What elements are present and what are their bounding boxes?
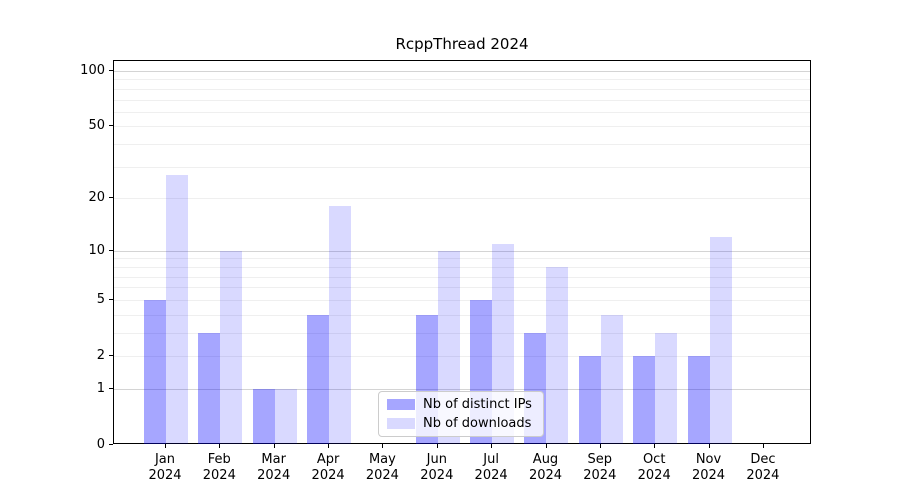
y-axis-tick — [109, 125, 113, 127]
bar-downloads — [220, 250, 243, 444]
bar-distinct-ips — [252, 388, 275, 444]
x-tick-label: Sep 2024 — [583, 452, 617, 483]
gridline-minor — [114, 299, 810, 301]
legend-swatch-downloads — [387, 418, 415, 429]
y-tick-label: 5 — [96, 291, 105, 307]
bar-downloads — [655, 332, 678, 444]
bar-distinct-ips — [307, 314, 330, 444]
gridline-minor — [114, 276, 810, 278]
bar-distinct-ips — [687, 356, 710, 444]
gridline-minor — [114, 79, 810, 81]
y-axis-tick — [109, 249, 113, 251]
y-tick-label: 0 — [96, 437, 105, 452]
gridline-minor — [114, 99, 810, 101]
x-axis-tick — [545, 444, 547, 448]
bar-downloads — [329, 206, 352, 444]
y-tick-label: 50 — [88, 118, 105, 134]
bar-downloads — [166, 175, 188, 444]
legend-label-distinct-ips: Nb of distinct IPs — [423, 397, 532, 412]
y-tick-label: 100 — [80, 63, 105, 78]
x-tick-label: Dec 2024 — [746, 452, 780, 483]
bar-distinct-ips — [198, 332, 221, 444]
x-axis-tick — [491, 444, 493, 448]
y-axis-tick — [109, 444, 113, 445]
gridline-minor — [114, 88, 810, 90]
x-tick-label: Apr 2024 — [311, 452, 345, 483]
gridline-minor — [114, 166, 810, 168]
x-axis-tick — [436, 444, 438, 448]
x-tick-label: Aug 2024 — [528, 452, 563, 483]
x-axis-tick — [273, 444, 275, 448]
legend-label-downloads: Nb of downloads — [423, 416, 532, 431]
gridline-minor — [114, 144, 810, 146]
x-axis-tick — [219, 444, 221, 448]
gridline-minor — [114, 356, 810, 357]
gridline-minor — [114, 198, 810, 200]
chart-title: RcppThread 2024 — [395, 35, 529, 53]
gridline-minor — [114, 258, 810, 260]
x-axis-tick — [654, 444, 656, 448]
legend-item-downloads: Nb of downloads — [387, 416, 535, 431]
gridline-major — [114, 71, 810, 72]
bar-distinct-ips — [633, 356, 656, 444]
legend: Nb of distinct IPs Nb of downloads — [378, 391, 544, 437]
gridline-minor — [114, 287, 810, 289]
x-axis-tick — [382, 444, 384, 448]
bar-downloads — [709, 237, 732, 444]
y-axis-tick — [109, 387, 113, 389]
gridline-minor — [114, 332, 810, 334]
bar-downloads — [600, 314, 623, 444]
x-tick-label: Mar 2024 — [257, 452, 291, 483]
legend-item-distinct-ips: Nb of distinct IPs — [387, 397, 535, 412]
y-axis-tick — [109, 355, 113, 356]
y-axis-tick — [109, 298, 113, 300]
x-tick-label: Oct 2024 — [637, 452, 671, 483]
x-tick-label: Nov 2024 — [691, 452, 726, 483]
bar-downloads — [546, 266, 569, 444]
x-tick-label: May 2024 — [365, 452, 399, 483]
y-axis-tick — [109, 70, 113, 71]
y-axis-tick — [109, 197, 113, 199]
y-tick-label: 2 — [96, 348, 105, 363]
bar-distinct-ips — [144, 299, 166, 444]
x-tick-label: Jan 2024 — [148, 452, 182, 483]
gridline-minor — [114, 111, 810, 113]
gridline-major — [114, 388, 810, 390]
y-tick-label: 20 — [88, 190, 105, 206]
x-axis-tick — [328, 444, 330, 448]
x-axis-tick — [708, 444, 710, 448]
x-axis-tick — [762, 444, 764, 448]
bar-downloads — [274, 388, 297, 444]
x-tick-label: Jun 2024 — [420, 452, 454, 483]
gridline-minor — [114, 314, 810, 316]
y-tick-label: 1 — [96, 380, 105, 396]
y-tick-label: 10 — [88, 242, 105, 258]
x-axis-tick — [165, 444, 166, 448]
bar-distinct-ips — [578, 356, 601, 444]
gridline-major — [114, 250, 810, 252]
x-axis-tick — [599, 444, 601, 448]
gridline-minor — [114, 126, 810, 128]
gridline-minor — [114, 266, 810, 268]
legend-swatch-distinct-ips — [387, 399, 415, 410]
plot-area: Nb of distinct IPs Nb of downloads — [113, 60, 811, 444]
x-tick-label: Feb 2024 — [202, 452, 236, 483]
x-tick-label: Jul 2024 — [474, 452, 508, 483]
